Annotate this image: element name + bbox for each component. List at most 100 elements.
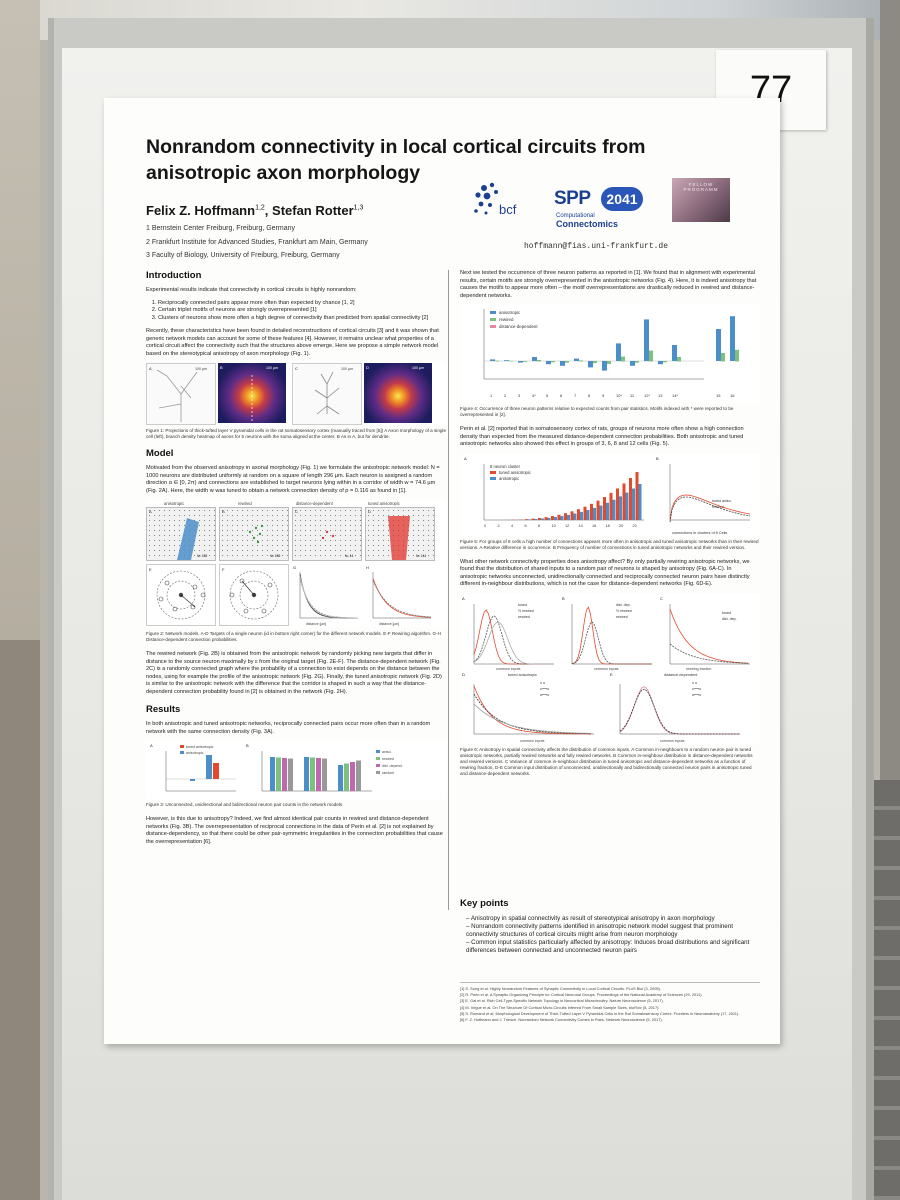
fig2-panel-b: B № 158 xyxy=(219,507,289,561)
right-column: Next we tested the occurrence of three n… xyxy=(460,270,760,785)
fig2-caption: Figure 2: Network models. A-D Targets of… xyxy=(146,631,441,642)
fig1-scale: 100 µm xyxy=(341,367,353,371)
fig5-bar xyxy=(557,514,561,520)
fig6c-series-line xyxy=(669,643,749,664)
fig3b-bar xyxy=(344,763,349,791)
fig2-count: № 144 xyxy=(416,554,426,558)
fig4-bar xyxy=(607,361,611,364)
fig6-xlabel-c: rewiring fraction xyxy=(686,667,711,671)
fig5-letter-b: B xyxy=(656,456,659,461)
fig5-bar xyxy=(625,492,629,520)
fig4-bar xyxy=(602,361,607,371)
fig5b-series-line xyxy=(669,494,751,520)
fig4-bar xyxy=(716,329,721,361)
fig5-bar xyxy=(616,487,619,520)
fig6-legend-a: ½ rewired xyxy=(518,609,534,613)
fig2-panel-d: D № 144 xyxy=(365,507,435,561)
fig6-xlabel: common inputs xyxy=(660,739,685,743)
fig6-legend-a: tuned xyxy=(518,603,527,607)
spp-logo-year: 2041 xyxy=(601,187,643,211)
fig4-bar xyxy=(490,359,495,361)
fig4-bar xyxy=(560,361,565,366)
fig6-legend-b: ½ rewired xyxy=(616,609,632,613)
rewiring-diagram-icon: E xyxy=(149,567,206,620)
fig2-letter: H xyxy=(366,565,369,570)
fig5-bar xyxy=(551,515,554,520)
fig6-xlabel: common inputs xyxy=(496,667,521,671)
fig4-xtick: 13 xyxy=(658,393,663,398)
fig2-panel-c: C № 14 xyxy=(292,507,362,561)
fig6d-series-line xyxy=(473,693,592,734)
fig4-bar xyxy=(588,361,593,368)
fig3-chart: A B tuned anisotropic anisotropic aniso.… xyxy=(150,743,403,792)
fig5-xtick: 2 xyxy=(498,524,500,528)
fig4-xtick: 5 xyxy=(546,393,549,398)
fig4-bar xyxy=(523,361,527,362)
intro-lead: Experimental results indicate that conne… xyxy=(146,287,357,293)
fig3b-bar xyxy=(350,762,355,791)
fig4-xtick: 11 xyxy=(630,393,635,398)
fig1-panel-d-labels: D 100 µm xyxy=(366,365,424,370)
fig4-xtick: 15 xyxy=(716,393,721,398)
fig5-bar xyxy=(567,514,570,520)
fig2-panel-d-marks: D № 144 xyxy=(368,509,426,560)
fig5-chart: A B 8 neuron cluster tuned anisotropic a… xyxy=(464,456,751,535)
keypoint-item: Nonrandom connectivity patterns identifi… xyxy=(466,923,760,939)
fig4-bar xyxy=(551,361,555,363)
fig3-legend-b: aniso. xyxy=(382,750,392,754)
fig3-caption: Figure 3: Unconnected, unidirectional an… xyxy=(146,802,343,807)
fig5-legend: tuned anisotropic xyxy=(499,470,531,475)
fig1-panel-d-heatmap: D 100 µm xyxy=(364,363,432,423)
fig5-bar xyxy=(586,509,590,520)
fig4-legend-swatch xyxy=(490,325,496,328)
fig2-letter: D xyxy=(368,509,371,514)
poster-title: Nonrandom connectivity in local cortical… xyxy=(146,136,646,184)
fig2-panel-b-marks: B № 158 xyxy=(222,509,280,558)
fig5-xtick: 14 xyxy=(579,524,583,528)
fig4-legend: distance-dependent xyxy=(499,324,538,329)
model-body: Motivated from the observed anisotropy i… xyxy=(146,465,440,494)
fig4-bar xyxy=(730,316,735,361)
fig2-letter: C xyxy=(295,509,298,514)
fig6-letter-a: A xyxy=(462,596,465,601)
fig4-bar xyxy=(735,349,739,362)
fig4-xtick: 12* xyxy=(644,393,650,398)
fig6-letter-e: E xyxy=(610,672,613,677)
fig6-caption: Figure 6: Anisotropy in spatial connecti… xyxy=(460,746,753,776)
fig2-title: anisotropic xyxy=(164,501,185,506)
fig5-bar xyxy=(599,504,603,520)
fig5-bar xyxy=(609,492,613,520)
fig3-legend-swatch xyxy=(376,757,380,760)
fig2h-series-line xyxy=(372,580,432,618)
fig6e-series-line xyxy=(619,688,740,734)
spp-logo-subtitle: Computational Connectomics xyxy=(556,212,618,230)
fig1-letter: B xyxy=(220,365,223,370)
fig5-legend-swatch xyxy=(490,476,496,480)
fig4-xtick: 1 xyxy=(490,393,493,398)
fig2-panel-h-chart: H distance [µm] xyxy=(366,565,432,626)
fig2g-series-line xyxy=(299,576,359,619)
fig4-bar xyxy=(621,356,625,362)
references-rule xyxy=(460,982,760,983)
fig6a-series-line xyxy=(473,615,554,664)
fig5-bar xyxy=(632,487,635,520)
fig5-bar xyxy=(528,518,531,520)
fig5-bar xyxy=(593,507,596,520)
fig4-xtick: 14* xyxy=(672,393,678,398)
intro-heading: Introduction xyxy=(146,270,202,281)
fig6-legend-d: o⟷o xyxy=(540,693,549,697)
fig1-panel-c: C 100 µm xyxy=(292,363,362,425)
fig6-legend-e: o⟷o xyxy=(692,693,701,697)
fig4-xtick: 8 xyxy=(588,393,591,398)
fig4-bar xyxy=(616,343,621,361)
fig4-xtick: 9 xyxy=(602,393,605,398)
fig3-legend-swatch xyxy=(180,745,184,748)
fig3b-bar xyxy=(270,757,275,791)
fig4-chart: anisotropic rewired distance-dependent 1… xyxy=(483,309,739,398)
fig2g-series-line xyxy=(299,573,359,619)
fig1-letter: A xyxy=(149,366,152,371)
fig5-bar xyxy=(622,482,626,520)
affiliations: 1 Bernstein Center Freiburg, Freiburg, G… xyxy=(146,222,368,263)
results-heading: Results xyxy=(146,704,181,715)
author-2: , Stefan Rotter xyxy=(264,203,354,218)
